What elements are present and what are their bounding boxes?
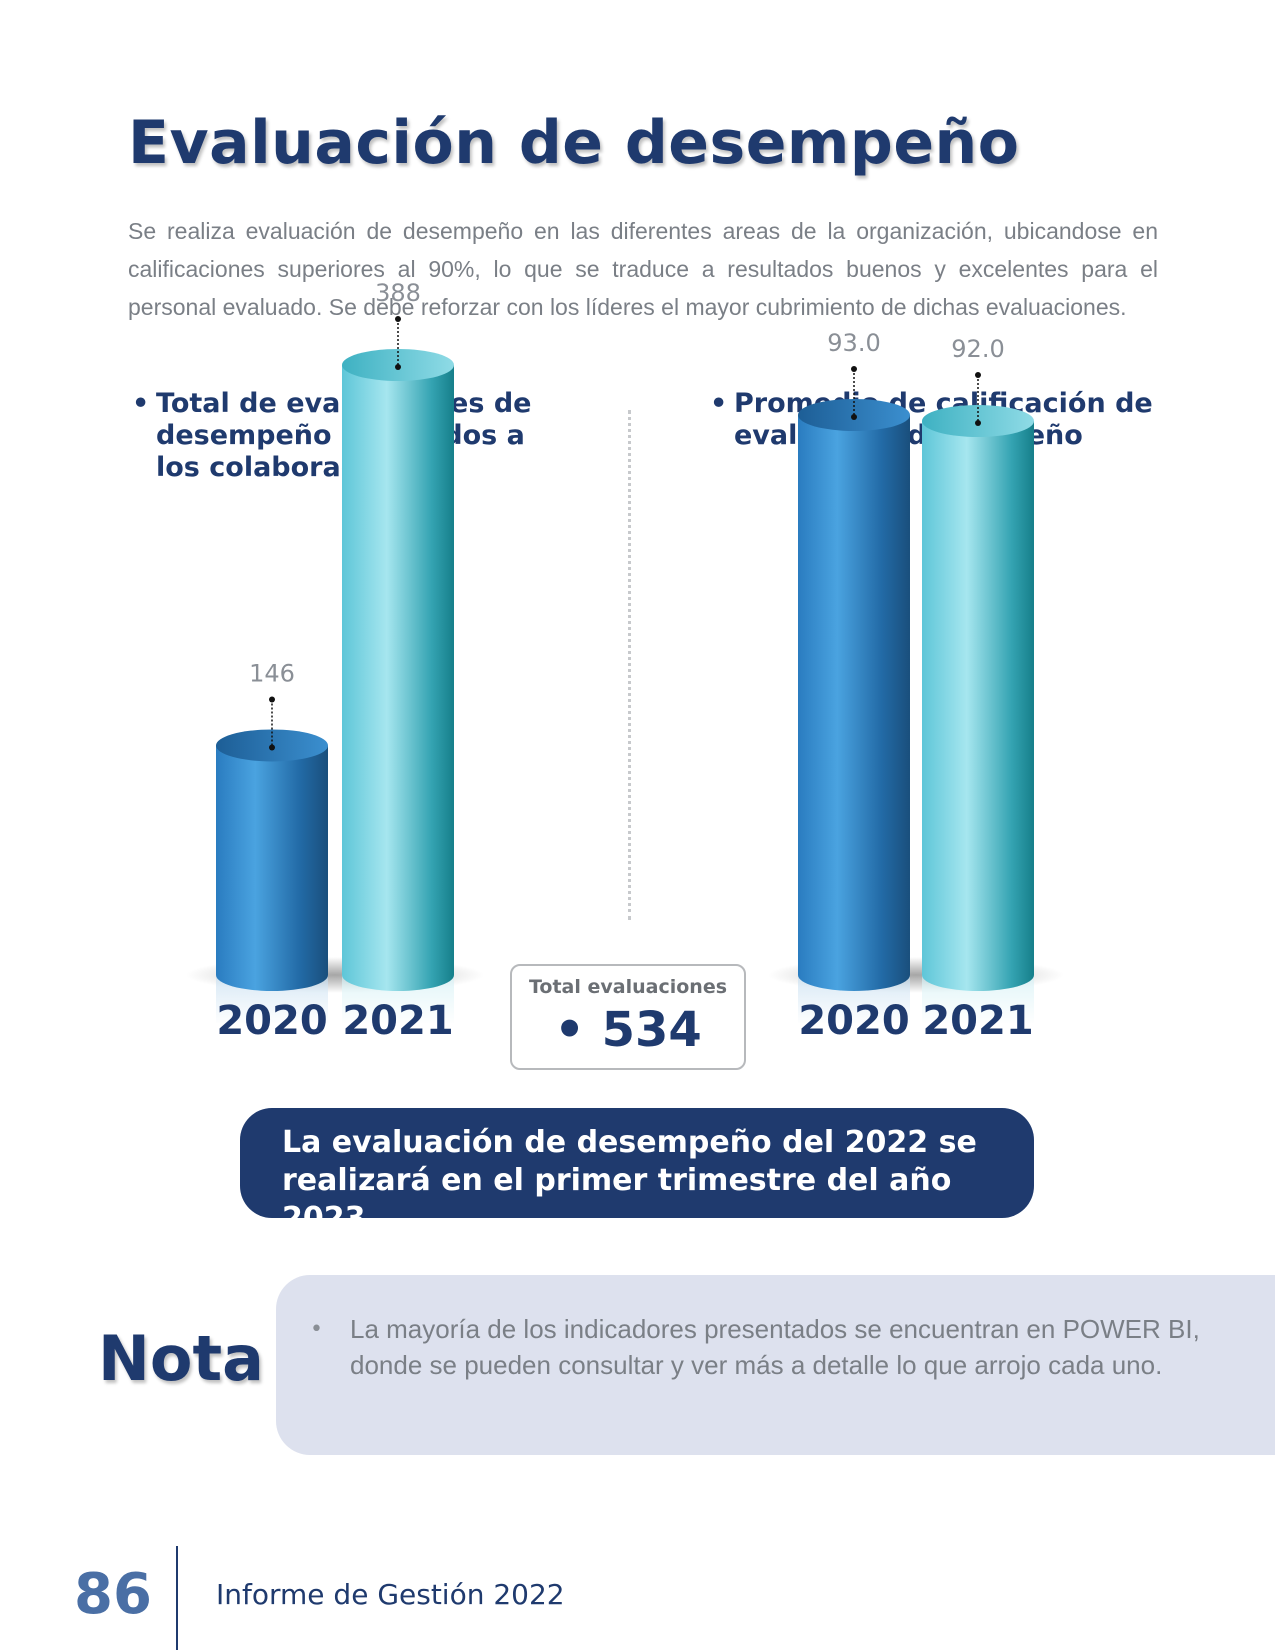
bullet-icon: • (710, 388, 728, 419)
bar-2020 (216, 745, 328, 991)
footer-report-title: Informe de Gestión 2022 (216, 1578, 565, 1611)
total-evaluations-label: Total evaluaciones (528, 976, 728, 998)
leader-dot (851, 414, 857, 420)
note-bullet-icon: • (310, 1317, 323, 1342)
leader-dot (395, 364, 401, 370)
category-label-2021: 2021 (922, 998, 1033, 1044)
category-label-2020: 2020 (798, 998, 909, 1044)
bar-2020 (798, 415, 910, 991)
cylinder-bar-charts: 146 2020 388 2021 93.0 2020 92.0 2021 (186, 279, 1064, 1044)
leader-dot (395, 316, 401, 322)
leader-dot (851, 366, 857, 372)
note-panel: • La mayoría de los indicadores presenta… (276, 1275, 1275, 1455)
chart-divider (628, 410, 631, 920)
leader-dot (269, 744, 275, 751)
bar-2021 (922, 421, 1034, 992)
value-label-2020: 93.0 (827, 329, 880, 357)
page-title: Evaluación de desempeño (128, 108, 1020, 178)
leader-dot (975, 372, 981, 379)
page-number: 86 (74, 1562, 152, 1627)
category-label-2021: 2021 (342, 998, 453, 1044)
leader-dot (975, 420, 981, 427)
value-label-2021: 388 (375, 279, 421, 307)
intro-paragraph: Se realiza evaluación de desempeño en la… (128, 218, 1158, 320)
bullet-icon: • (132, 388, 150, 419)
note-label: Nota (98, 1322, 264, 1395)
category-label-2020: 2020 (216, 998, 327, 1044)
announcement-text: La evaluación de desempeño del 2022 se r… (282, 1125, 977, 1236)
bar-2021 (342, 365, 454, 991)
value-label-2020: 146 (249, 659, 295, 687)
leader-dot (269, 696, 275, 703)
note-text: La mayoría de los indicadores presentado… (350, 1314, 1200, 1380)
total-evaluations-value: • 534 (554, 1002, 702, 1058)
announcement-banner: La evaluación de desempeño del 2022 se r… (240, 1108, 1034, 1236)
footer-divider (176, 1546, 178, 1650)
value-label-2021: 92.0 (951, 335, 1004, 363)
total-evaluations-box: Total evaluaciones • 534 (510, 964, 746, 1070)
